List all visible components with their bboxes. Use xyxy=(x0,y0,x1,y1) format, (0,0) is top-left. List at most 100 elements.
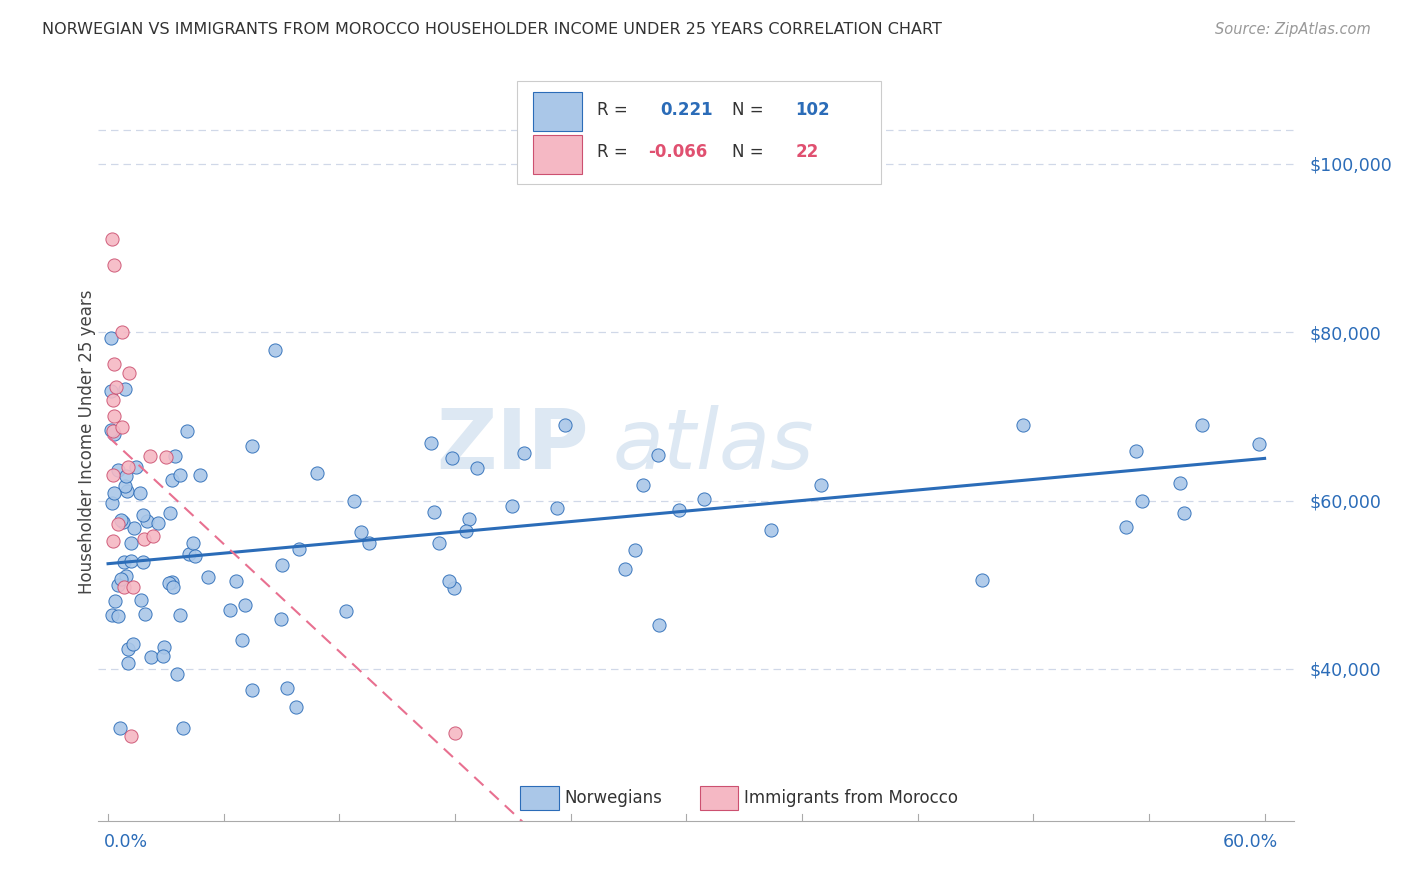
Point xyxy=(513,446,536,460)
FancyBboxPatch shape xyxy=(700,786,738,810)
Point xyxy=(270,612,292,626)
Point xyxy=(122,581,145,595)
Point xyxy=(240,682,263,697)
FancyBboxPatch shape xyxy=(533,93,582,131)
Point xyxy=(122,521,145,535)
Point xyxy=(108,721,131,735)
Text: 0.0%: 0.0% xyxy=(104,833,148,851)
Point xyxy=(148,516,170,530)
Point xyxy=(129,593,152,607)
Point xyxy=(104,594,127,608)
Point xyxy=(458,512,481,526)
Point xyxy=(115,484,138,499)
Point xyxy=(100,607,122,622)
Point xyxy=(501,499,523,513)
Point xyxy=(124,459,146,474)
Point xyxy=(117,460,139,475)
Point xyxy=(157,575,180,590)
Point xyxy=(165,450,187,464)
Point xyxy=(153,640,176,655)
Point xyxy=(110,572,132,586)
Point xyxy=(115,468,138,483)
Point xyxy=(100,423,122,437)
Point xyxy=(456,524,478,539)
Point xyxy=(134,532,156,546)
Point xyxy=(1191,418,1213,433)
Text: 60.0%: 60.0% xyxy=(1223,833,1278,851)
Point xyxy=(623,543,645,558)
Point xyxy=(120,535,142,549)
Point xyxy=(103,357,125,371)
Point xyxy=(444,726,467,740)
Point xyxy=(118,366,141,380)
Point xyxy=(693,491,716,506)
Point xyxy=(467,461,489,475)
Point xyxy=(169,468,191,483)
Point xyxy=(443,581,465,595)
Point xyxy=(134,607,156,622)
Point xyxy=(162,580,184,594)
Text: ZIP: ZIP xyxy=(436,405,589,486)
Point xyxy=(111,420,134,434)
Point xyxy=(101,496,124,510)
Point xyxy=(1173,507,1195,521)
Point xyxy=(129,485,152,500)
Text: Source: ZipAtlas.com: Source: ZipAtlas.com xyxy=(1215,22,1371,37)
Point xyxy=(225,574,247,588)
Point xyxy=(172,721,194,735)
Text: NORWEGIAN VS IMMIGRANTS FROM MOROCCO HOUSEHOLDER INCOME UNDER 25 YEARS CORRELATI: NORWEGIAN VS IMMIGRANTS FROM MOROCCO HOU… xyxy=(42,22,942,37)
Text: 22: 22 xyxy=(796,144,818,161)
Point xyxy=(613,562,636,576)
Point xyxy=(155,450,177,464)
Point xyxy=(114,569,136,583)
Point xyxy=(103,485,125,500)
Point xyxy=(437,574,460,589)
Point xyxy=(647,448,669,462)
Point xyxy=(104,380,127,394)
Point xyxy=(101,533,124,548)
Point xyxy=(131,508,153,523)
Point xyxy=(264,343,287,357)
Point xyxy=(101,468,124,483)
Point xyxy=(554,417,576,432)
Point xyxy=(120,730,142,744)
Point xyxy=(112,580,135,594)
Y-axis label: Householder Income Under 25 years: Householder Income Under 25 years xyxy=(79,289,96,594)
Point xyxy=(1168,476,1191,491)
Text: R =: R = xyxy=(596,101,627,119)
Point xyxy=(1130,494,1153,508)
Text: R =: R = xyxy=(596,144,627,161)
Point xyxy=(107,609,129,624)
Point xyxy=(139,449,162,463)
Point xyxy=(177,547,200,561)
Point xyxy=(420,435,443,450)
Point xyxy=(342,494,364,508)
Point xyxy=(350,524,373,539)
Point xyxy=(1247,437,1270,451)
Point xyxy=(1011,417,1033,432)
Point xyxy=(103,393,125,408)
Point xyxy=(101,424,124,438)
Point xyxy=(810,477,832,491)
Point xyxy=(176,425,198,439)
Point xyxy=(1115,520,1137,534)
Point xyxy=(169,608,191,623)
Point xyxy=(103,409,125,423)
Text: Immigrants from Morocco: Immigrants from Morocco xyxy=(744,789,957,807)
Point xyxy=(631,478,654,492)
Point xyxy=(423,505,446,519)
Point xyxy=(159,506,181,520)
Point xyxy=(107,516,129,531)
Point xyxy=(160,473,183,487)
Point xyxy=(100,384,122,398)
Point xyxy=(166,667,188,681)
Text: N =: N = xyxy=(733,101,763,119)
Point xyxy=(335,604,357,618)
FancyBboxPatch shape xyxy=(520,786,558,810)
Point xyxy=(142,529,165,543)
Point xyxy=(235,598,257,612)
Point xyxy=(276,681,298,695)
Text: 102: 102 xyxy=(796,101,830,119)
Point xyxy=(284,700,307,714)
Point xyxy=(288,542,311,557)
